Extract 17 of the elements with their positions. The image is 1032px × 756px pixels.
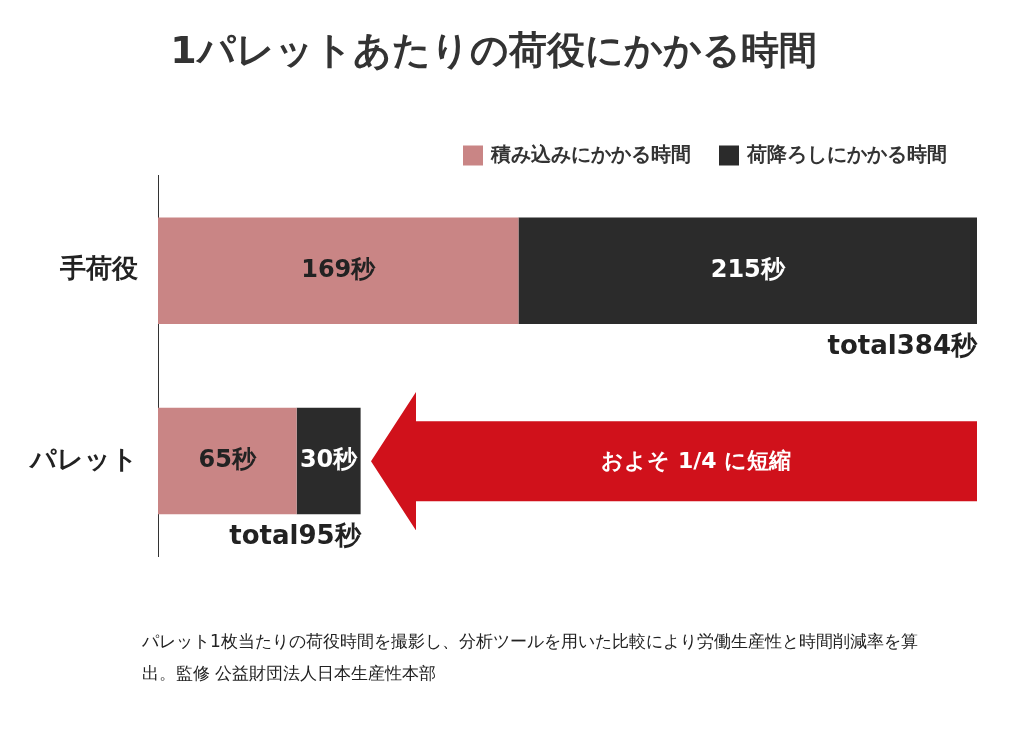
total-label: total384秒	[827, 329, 978, 360]
annotation: およそ 1/4 に短縮	[601, 446, 792, 475]
bar	[518, 217, 977, 324]
data-label: 169秒	[301, 254, 377, 283]
y-tick-label: パレット	[28, 443, 138, 474]
data-label: 215秒	[710, 254, 786, 283]
legend-label: 荷降ろしにかかる時間	[746, 141, 947, 166]
legend-label: 積み込みにかかる時間	[490, 141, 691, 166]
left-arrow: およそ 1/4 に短縮	[370, 391, 977, 531]
bar	[158, 407, 297, 515]
data-label: 65秒	[198, 445, 258, 474]
total-label: total95秒	[229, 519, 362, 550]
text: パレット1枚当たりの荷役時間を撮影し、分析ツールを用いた比較により労働生産性と時間削減率を算出。監修 公益財団法人日本生産性本部	[142, 630, 919, 685]
chart-title: 1パレットあたりの荷役にかかる時間	[170, 27, 817, 72]
bar	[158, 217, 519, 324]
y-tick-label: 手荷役	[59, 253, 138, 284]
data-label: 30秒	[299, 445, 359, 474]
